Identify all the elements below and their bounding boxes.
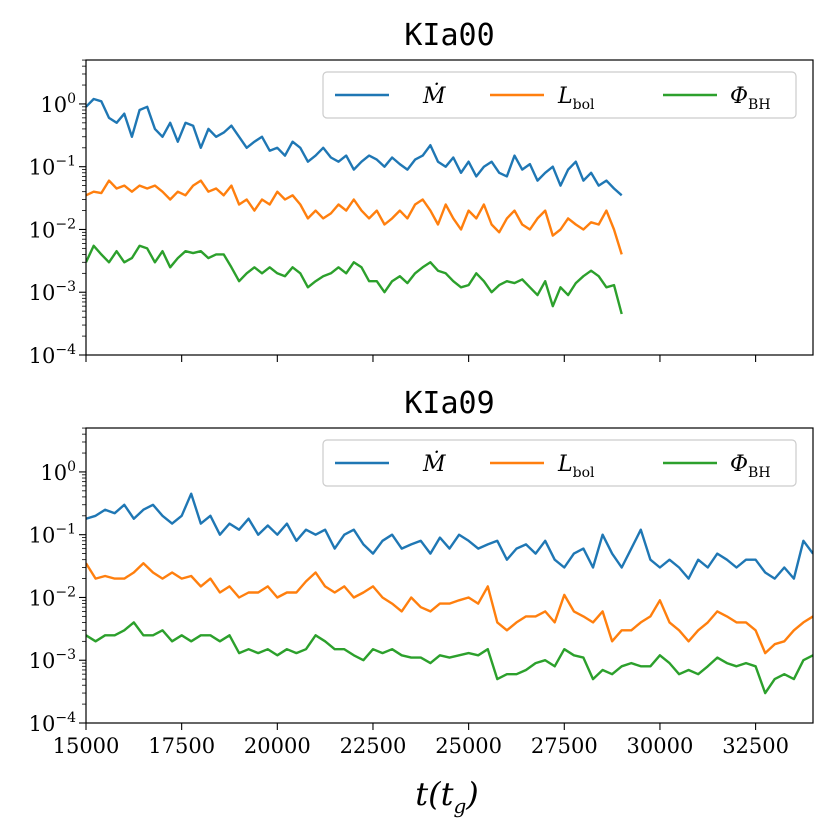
series-line-PhiBH — [86, 244, 623, 315]
y-tick-label: 10−1 — [29, 522, 76, 548]
legend-label-PhiBH: ΦBH — [730, 452, 771, 481]
panel-top: KIa00 100 10−1 10−2 10−3 10−4 Ṁ Lbol ΦBH — [29, 18, 814, 368]
x-tick-label: 22500 — [340, 734, 407, 758]
legend: Ṁ Lbol ΦBH — [322, 439, 797, 487]
axes-frame — [85, 59, 814, 356]
legend-box — [322, 439, 797, 487]
chart-title: KIa09 — [404, 386, 494, 421]
legend-label-Mdot: Ṁ — [422, 450, 446, 477]
x-axis-label: t(tg) — [415, 775, 479, 818]
y-tick-label: 10−1 — [29, 154, 76, 180]
y-tick-label: 10−4 — [29, 710, 76, 736]
series-line-PhiBH — [86, 621, 813, 695]
legend-label-PhiBH: ΦBH — [730, 84, 771, 113]
series-line-Lbol — [86, 562, 813, 655]
y-tick-label: 100 — [40, 91, 76, 117]
legend-box — [322, 71, 797, 119]
series-line-Mdot — [86, 97, 623, 197]
x-tick-label: 32500 — [722, 734, 789, 758]
y-tick-label: 10−2 — [29, 216, 76, 242]
legend-label-Lbol: Lbol — [557, 84, 595, 113]
legend-label-Lbol: Lbol — [557, 452, 595, 481]
x-tick-label: 15000 — [53, 734, 120, 758]
legend-label-Mdot: Ṁ — [422, 82, 446, 109]
chart-title: KIa00 — [404, 18, 494, 53]
y-tick-label: 10−2 — [29, 584, 76, 610]
legend: Ṁ Lbol ΦBH — [322, 71, 797, 119]
y-tick-label: 10−4 — [29, 342, 76, 368]
x-tick-label: 27500 — [531, 734, 598, 758]
x-tick-label: 30000 — [627, 734, 694, 758]
series-line-Mdot — [86, 492, 813, 580]
y-tick-label: 10−3 — [29, 647, 76, 673]
axes-frame — [85, 427, 814, 724]
y-tick-label: 10−3 — [29, 279, 76, 305]
x-tick-label: 20000 — [244, 734, 311, 758]
series-line-Lbol — [86, 179, 623, 255]
x-tick-label: 25000 — [435, 734, 502, 758]
x-tick-label: 17500 — [148, 734, 215, 758]
y-tick-label: 100 — [40, 459, 76, 485]
